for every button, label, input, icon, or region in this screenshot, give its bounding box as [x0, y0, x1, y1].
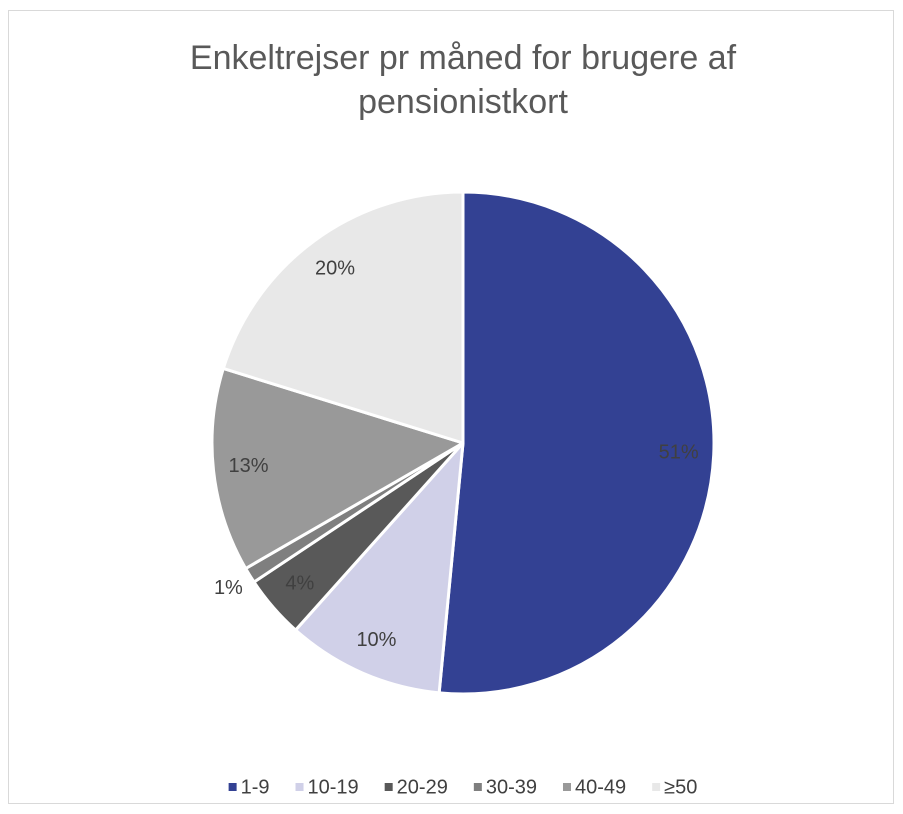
pie-slice: [221, 190, 465, 445]
legend-marker: [384, 783, 393, 791]
legend-marker: [295, 783, 304, 791]
data-label: 10%: [356, 629, 396, 651]
legend-label: 20-29: [397, 776, 448, 798]
legend-marker: [652, 783, 661, 791]
chart-title: Enkeltrejser pr måned for brugere af pen…: [189, 39, 737, 121]
data-label: 20%: [315, 257, 355, 279]
pie-slice: [210, 366, 465, 570]
legend-marker: [562, 783, 571, 791]
legend-marker: [473, 783, 482, 791]
pie-slice: [437, 190, 716, 696]
legend-label: ≥50: [664, 776, 697, 798]
legend-label: 1-9: [241, 776, 270, 798]
data-label: 13%: [228, 455, 268, 477]
legend-label: 30-39: [486, 776, 537, 798]
chart-frame: [8, 10, 894, 804]
data-label: 1%: [214, 577, 243, 599]
legend-marker: [228, 783, 237, 791]
legend-label: 40-49: [575, 776, 626, 798]
data-label: 4%: [285, 573, 314, 595]
pie-slice: [294, 441, 465, 695]
legend-label: 10-19: [308, 776, 359, 798]
data-label: 51%: [659, 442, 699, 464]
